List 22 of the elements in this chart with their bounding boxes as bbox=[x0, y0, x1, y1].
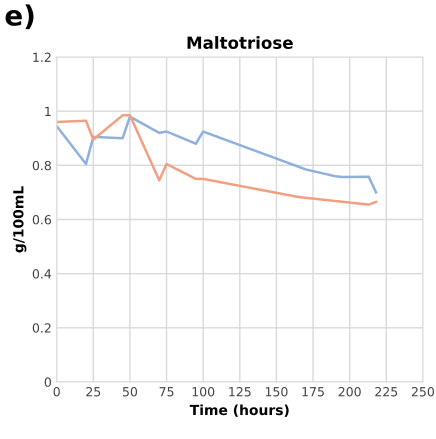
y-tick-label: 0.6 bbox=[32, 214, 52, 224]
x-tick-label: 75 bbox=[160, 387, 174, 396]
x-tick-label: 150 bbox=[266, 387, 288, 396]
y-tick-label: 0.4 bbox=[32, 269, 52, 279]
chart-title: Maltotriose bbox=[188, 36, 293, 49]
text: e) bbox=[6, 4, 34, 30]
y-axis-title: g/100mL bbox=[13, 186, 26, 253]
x-axis-title: Time (hours) bbox=[190, 404, 289, 417]
x-tick-label: 125 bbox=[229, 387, 251, 396]
x-tick-label: 50 bbox=[122, 387, 138, 396]
y-tick-label: 0.2 bbox=[32, 323, 51, 333]
x-tick-label: 250 bbox=[412, 387, 434, 396]
x-tick-label: 175 bbox=[302, 387, 324, 396]
x-tick-label: 200 bbox=[338, 387, 361, 396]
y-tick-label: 1 bbox=[45, 106, 51, 116]
x-tick-label: 0 bbox=[54, 387, 60, 396]
y-tick-label: 1.2 bbox=[33, 52, 51, 62]
y-tick-label: 0.8 bbox=[32, 160, 51, 170]
x-tick-label: 25 bbox=[86, 387, 100, 396]
x-tick-label: 100 bbox=[192, 387, 214, 396]
y-tick-label: 0 bbox=[44, 377, 51, 387]
x-tick-label: 225 bbox=[375, 387, 398, 396]
